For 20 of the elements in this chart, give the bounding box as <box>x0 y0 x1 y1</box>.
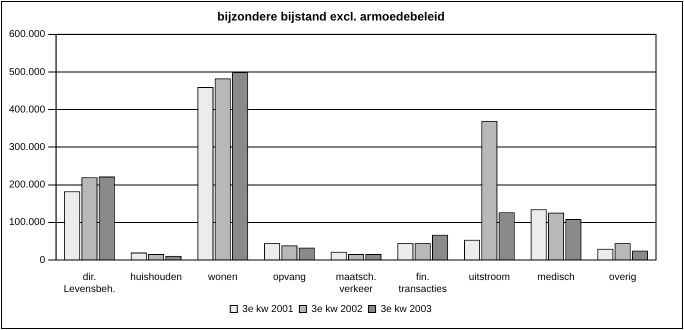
legend-label: 3e kw 2003 <box>380 304 432 315</box>
y-tick-label: 0 <box>40 254 46 266</box>
chart-title: bijzondere bijstand excl. armoedebeleid <box>217 10 445 24</box>
legend-label: 3e kw 2002 <box>311 304 364 315</box>
y-tick-label: 500.000 <box>8 66 46 78</box>
x-tick-label: overig <box>609 272 636 283</box>
y-tick-label: 300.000 <box>8 142 46 153</box>
y-tick-label: 100.000 <box>8 217 46 228</box>
y-tick-label: 400.000 <box>8 104 46 116</box>
x-tick-label: medisch <box>537 272 575 283</box>
x-tick-label: huishouden <box>130 272 182 283</box>
legend-label: 3e kw 2001 <box>242 304 294 315</box>
x-tick-label: fin. transacties <box>398 272 447 295</box>
y-tick-label: 600.000 <box>8 29 46 40</box>
x-tick-label: dir. Levensbeh. <box>64 272 116 295</box>
x-tick-label: maatsch. verkeer <box>336 272 376 295</box>
x-tick-label: wonen <box>207 272 238 283</box>
y-tick-label: 200.000 <box>8 180 46 191</box>
x-tick-label: opvang <box>273 272 306 283</box>
x-tick-label: uitstroom <box>468 272 510 283</box>
